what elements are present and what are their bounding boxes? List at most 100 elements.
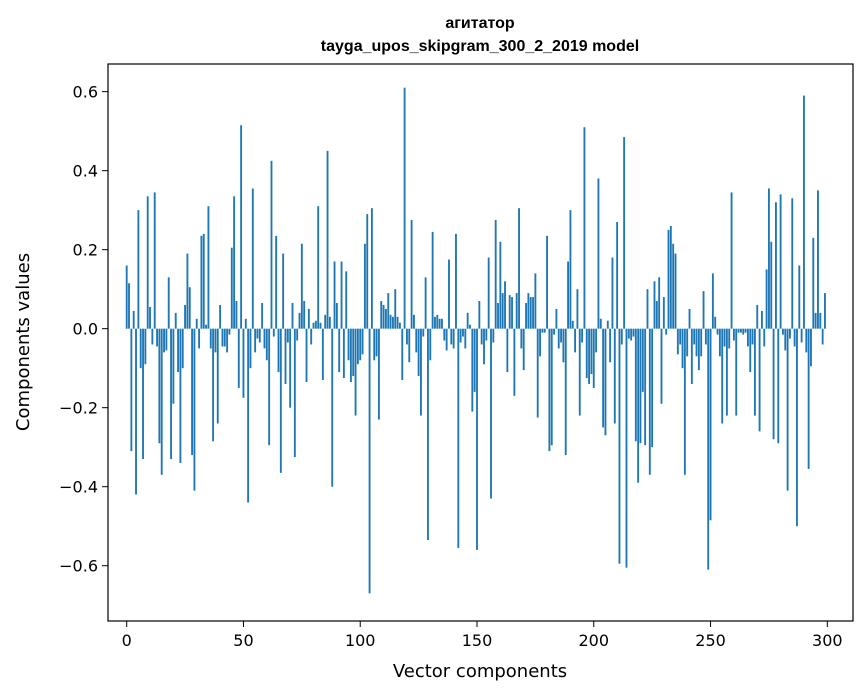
- bar: [179, 328, 182, 463]
- bar: [450, 328, 453, 345]
- bar: [751, 328, 754, 345]
- bar: [471, 328, 474, 412]
- bar: [298, 312, 301, 329]
- bar: [406, 328, 408, 345]
- bar: [522, 328, 525, 371]
- bar: [202, 233, 205, 329]
- bar: [639, 328, 642, 444]
- bar: [480, 328, 483, 345]
- bar: [672, 243, 675, 329]
- bar: [709, 328, 712, 521]
- bar: [247, 328, 250, 503]
- bar: [576, 289, 579, 329]
- bar: [193, 328, 196, 491]
- bar: [408, 328, 411, 363]
- bar: [634, 328, 637, 442]
- bar: [786, 328, 789, 491]
- bar: [240, 125, 243, 329]
- bar: [254, 328, 257, 353]
- bar: [499, 241, 502, 329]
- bar: [810, 328, 812, 367]
- bar: [585, 328, 588, 379]
- bar: [686, 328, 689, 357]
- bar: [242, 328, 245, 398]
- bar: [763, 328, 766, 347]
- bar: [396, 316, 399, 329]
- bar: [373, 328, 376, 361]
- bar: [721, 328, 724, 424]
- bar: [772, 328, 775, 440]
- bar: [452, 328, 455, 349]
- bar: [581, 328, 584, 343]
- bar: [317, 206, 320, 329]
- bar: [445, 328, 448, 351]
- bar: [244, 318, 247, 329]
- bar: [669, 225, 672, 329]
- bar: [569, 210, 572, 329]
- bar: [200, 235, 203, 329]
- bar: [184, 304, 186, 329]
- bar: [462, 328, 464, 337]
- bar: [758, 328, 761, 432]
- bar: [160, 328, 163, 475]
- bar: [333, 261, 336, 329]
- x-tick-label: 200: [578, 631, 609, 650]
- bar: [775, 202, 777, 329]
- bar: [284, 328, 287, 384]
- bar: [251, 188, 254, 329]
- bar: [814, 312, 817, 329]
- bar: [188, 287, 191, 329]
- bar: [665, 328, 668, 335]
- bar: [335, 303, 338, 329]
- bar: [128, 283, 130, 329]
- bar: [361, 328, 364, 355]
- bar: [539, 328, 541, 357]
- bar: [739, 328, 742, 333]
- y-tick-label: −0.2: [59, 399, 98, 418]
- bar: [326, 150, 329, 329]
- bar: [667, 229, 670, 329]
- bar: [700, 328, 703, 357]
- bar: [321, 328, 324, 381]
- bar: [226, 328, 229, 353]
- bar: [205, 324, 208, 329]
- bar: [469, 324, 471, 329]
- bar: [466, 312, 469, 329]
- bar: [398, 322, 401, 329]
- bar: [349, 328, 352, 382]
- bar: [340, 261, 343, 329]
- bar: [207, 206, 210, 329]
- bar: [599, 318, 602, 329]
- bar: [130, 328, 133, 452]
- bar: [782, 328, 784, 335]
- bar: [237, 328, 240, 388]
- bar: [789, 328, 791, 339]
- bar: [417, 328, 420, 377]
- bar: [749, 328, 752, 373]
- bar: [660, 328, 663, 404]
- bar: [702, 291, 705, 329]
- bar: [427, 328, 429, 541]
- bar: [272, 328, 275, 337]
- bar: [473, 328, 476, 392]
- bar: [382, 304, 385, 329]
- bar: [177, 328, 179, 373]
- bar: [448, 259, 450, 329]
- bar: [216, 328, 219, 424]
- bar: [779, 194, 782, 329]
- bar: [618, 328, 621, 564]
- bar: [165, 328, 168, 351]
- bar: [560, 328, 563, 343]
- bar: [487, 257, 490, 329]
- bar: [434, 316, 436, 329]
- x-axis-label: Vector components: [393, 661, 567, 682]
- chart-subtitle: tayga_upos_skipgram_300_2_2019 model: [321, 38, 639, 55]
- bar: [401, 328, 404, 381]
- bar: [277, 328, 280, 373]
- bar: [146, 196, 149, 329]
- bar: [518, 208, 520, 329]
- bar: [777, 328, 780, 444]
- bar: [198, 328, 201, 349]
- bar: [800, 328, 803, 343]
- bar: [139, 328, 142, 369]
